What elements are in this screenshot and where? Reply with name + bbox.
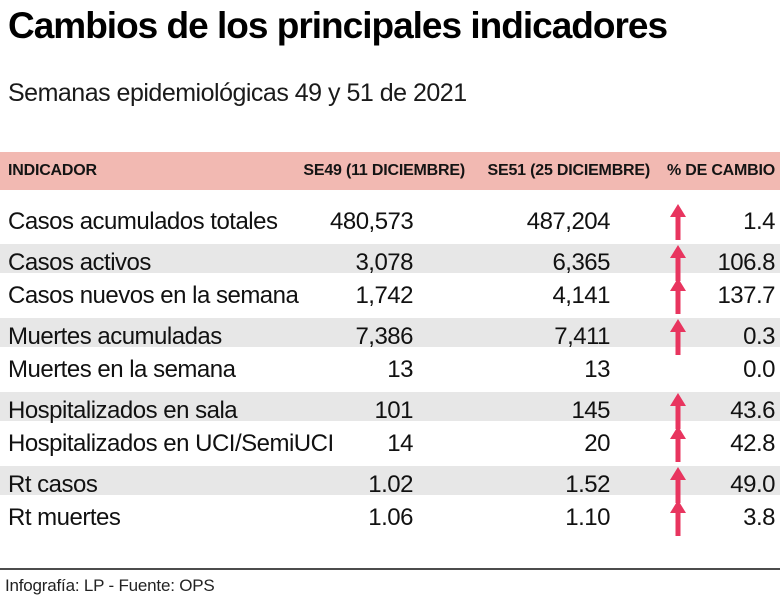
column-header-se51: SE51 (25 DICIEMBRE): [487, 162, 651, 179]
change-percent: 42.8: [730, 429, 775, 457]
trend-indicator: [610, 244, 706, 281]
change-percent: 49.0: [730, 470, 775, 498]
se49-value: 13: [387, 355, 413, 383]
table-row: Casos nuevos en la semana 1,742 4,141 13…: [0, 277, 780, 314]
trend-indicator: [610, 392, 706, 429]
se49-value: 1,742: [355, 281, 413, 309]
up-arrow-icon: [670, 392, 686, 429]
trend-indicator: [610, 351, 706, 388]
change-percent: 3.8: [743, 503, 775, 531]
trend-indicator: [610, 318, 706, 355]
se51-value: 1.10: [565, 503, 610, 531]
trend-indicator: [610, 499, 706, 536]
se51-value: 145: [571, 396, 610, 424]
change-percent: 43.6: [730, 396, 775, 424]
se51-value: 6,365: [552, 248, 610, 276]
up-arrow-icon: [670, 244, 686, 281]
se51-value: 7,411: [554, 322, 610, 350]
page-title: Cambios de los principales indicadores: [8, 5, 668, 46]
se51-value: 4,141: [552, 281, 610, 309]
table-row: Hospitalizados en UCI/SemiUCI 14 20 42.8: [0, 425, 780, 462]
indicator-label: Hospitalizados en sala: [8, 396, 238, 424]
footer-divider: [0, 568, 780, 570]
se49-value: 7,386: [355, 322, 413, 350]
table-row: Casos acumulados totales 480,573 487,204…: [0, 203, 780, 240]
trend-indicator: [610, 277, 706, 314]
column-header-change: % DE CAMBIO: [666, 162, 775, 179]
change-percent: 106.8: [717, 248, 775, 276]
indicator-label: Casos activos: [8, 248, 151, 276]
table-header-row: INDICADOR SE49 (11 DICIEMBRE) SE51 (25 D…: [0, 152, 780, 190]
se49-value: 101: [374, 396, 413, 424]
se49-value: 480,573: [330, 207, 414, 235]
up-arrow-icon: [670, 318, 686, 355]
se51-value: 487,204: [526, 207, 611, 235]
up-arrow-icon: [670, 203, 686, 240]
indicator-label: Hospitalizados en UCI/SemiUCI: [8, 429, 334, 457]
se51-value: 13: [584, 355, 610, 383]
trend-indicator: [610, 203, 706, 240]
se49-value: 3,078: [355, 248, 413, 276]
indicator-label: Casos nuevos en la semana: [8, 281, 299, 309]
infographic-panel: Cambios de los principales indicadores S…: [0, 4, 780, 598]
indicator-label: Muertes acumuladas: [8, 322, 222, 350]
se49-value: 1.06: [368, 503, 413, 531]
change-percent: 1.4: [743, 207, 775, 235]
indicator-label: Rt muertes: [8, 503, 121, 531]
se51-value: 20: [584, 429, 610, 457]
change-percent: 0.0: [743, 355, 775, 383]
up-arrow-icon: [670, 277, 686, 314]
se51-value: 1.52: [565, 470, 610, 498]
column-header-se49: SE49 (11 DICIEMBRE): [303, 162, 465, 179]
indicator-label: Casos acumulados totales: [8, 207, 278, 235]
change-percent: 137.7: [717, 281, 775, 309]
trend-indicator: [610, 466, 706, 503]
up-arrow-icon: [670, 466, 686, 503]
column-header-indicator: INDICADOR: [8, 162, 97, 179]
up-arrow-icon: [670, 499, 686, 536]
se49-value: 1.02: [368, 470, 413, 498]
table-row: Rt casos 1.02 1.52 49.0: [0, 462, 780, 503]
indicator-label: Muertes en la semana: [8, 355, 236, 383]
se49-value: 14: [387, 429, 413, 457]
table-row: Muertes en la semana 13 13 0.0: [0, 351, 780, 388]
table-row: Rt muertes 1.06 1.10 3.8: [0, 499, 780, 536]
trend-indicator: [610, 425, 706, 462]
table-row: Hospitalizados en sala 101 145 43.6: [0, 388, 780, 429]
up-arrow-icon: [670, 425, 686, 462]
credit-source-text: Infografía: LP - Fuente: OPS: [5, 576, 215, 595]
table-row: Muertes acumuladas 7,386 7,411 0.3: [0, 314, 780, 355]
table-row: Casos activos 3,078 6,365 106.8: [0, 240, 780, 281]
page-subtitle: Semanas epidemiológicas 49 y 51 de 2021: [8, 79, 467, 107]
change-percent: 0.3: [743, 322, 775, 350]
table-body: Casos acumulados totales 480,573 487,204…: [0, 190, 780, 536]
indicator-label: Rt casos: [8, 470, 98, 498]
